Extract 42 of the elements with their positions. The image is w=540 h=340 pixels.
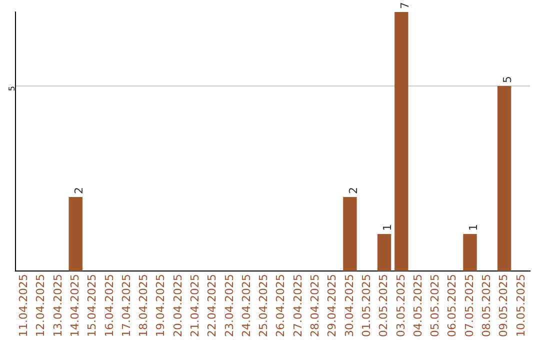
data-label: 2 [72, 187, 86, 194]
bar [497, 86, 512, 272]
x-tick-label: 08.05.2025 [480, 274, 493, 338]
x-tick-label: 01.05.2025 [360, 274, 373, 338]
x-tick-label: 28.04.2025 [308, 274, 322, 338]
x-tick-label: 09.05.2025 [497, 274, 510, 338]
x-tick-label: 07.05.2025 [462, 274, 476, 338]
bar [343, 197, 357, 272]
x-tick-label: 06.05.2025 [446, 274, 459, 338]
data-label: 5 [501, 76, 514, 84]
data-label: 1 [381, 224, 394, 232]
x-tick-label: 17.04.2025 [120, 274, 133, 338]
bar [463, 234, 477, 272]
data-label: 2 [346, 187, 360, 194]
x-tick-label: 16.04.2025 [102, 274, 116, 338]
x-tick-label: 25.04.2025 [257, 274, 270, 338]
bar [394, 12, 408, 272]
data-label: 7 [398, 2, 412, 9]
x-tick-label: 26.04.2025 [274, 274, 288, 338]
x-tick-label: 10.05.2025 [514, 274, 528, 338]
x-tick-label: 13.04.2025 [51, 274, 64, 338]
x-tick-label: 20.04.2025 [171, 274, 184, 338]
data-label: 1 [466, 224, 480, 232]
x-tick-label: 02.05.2025 [377, 274, 390, 338]
x-tick-label: 04.05.2025 [411, 274, 424, 338]
x-tick-label: 05.05.2025 [428, 274, 442, 338]
x-tick-label: 29.04.2025 [326, 274, 339, 338]
x-tick-label: 14.04.2025 [68, 274, 82, 338]
x-tick-label: 22.04.2025 [206, 274, 219, 338]
bar [68, 197, 82, 272]
x-tick-label: 21.04.2025 [188, 274, 202, 338]
x-tick-label: 12.04.2025 [34, 274, 48, 338]
x-tick-label: 23.04.2025 [222, 274, 236, 338]
x-tick-label: 24.04.2025 [240, 274, 253, 338]
x-tick-label: 27.04.2025 [291, 274, 304, 338]
x-tick-label: 15.04.2025 [86, 274, 99, 338]
x-tick-label: 11.04.2025 [17, 274, 30, 338]
x-tick-label: 03.05.2025 [394, 274, 408, 338]
x-tick-label: 18.04.2025 [137, 274, 150, 338]
x-tick-label: 30.04.2025 [342, 274, 356, 338]
x-tick-label: 19.04.2025 [154, 274, 168, 338]
bar [377, 234, 392, 272]
